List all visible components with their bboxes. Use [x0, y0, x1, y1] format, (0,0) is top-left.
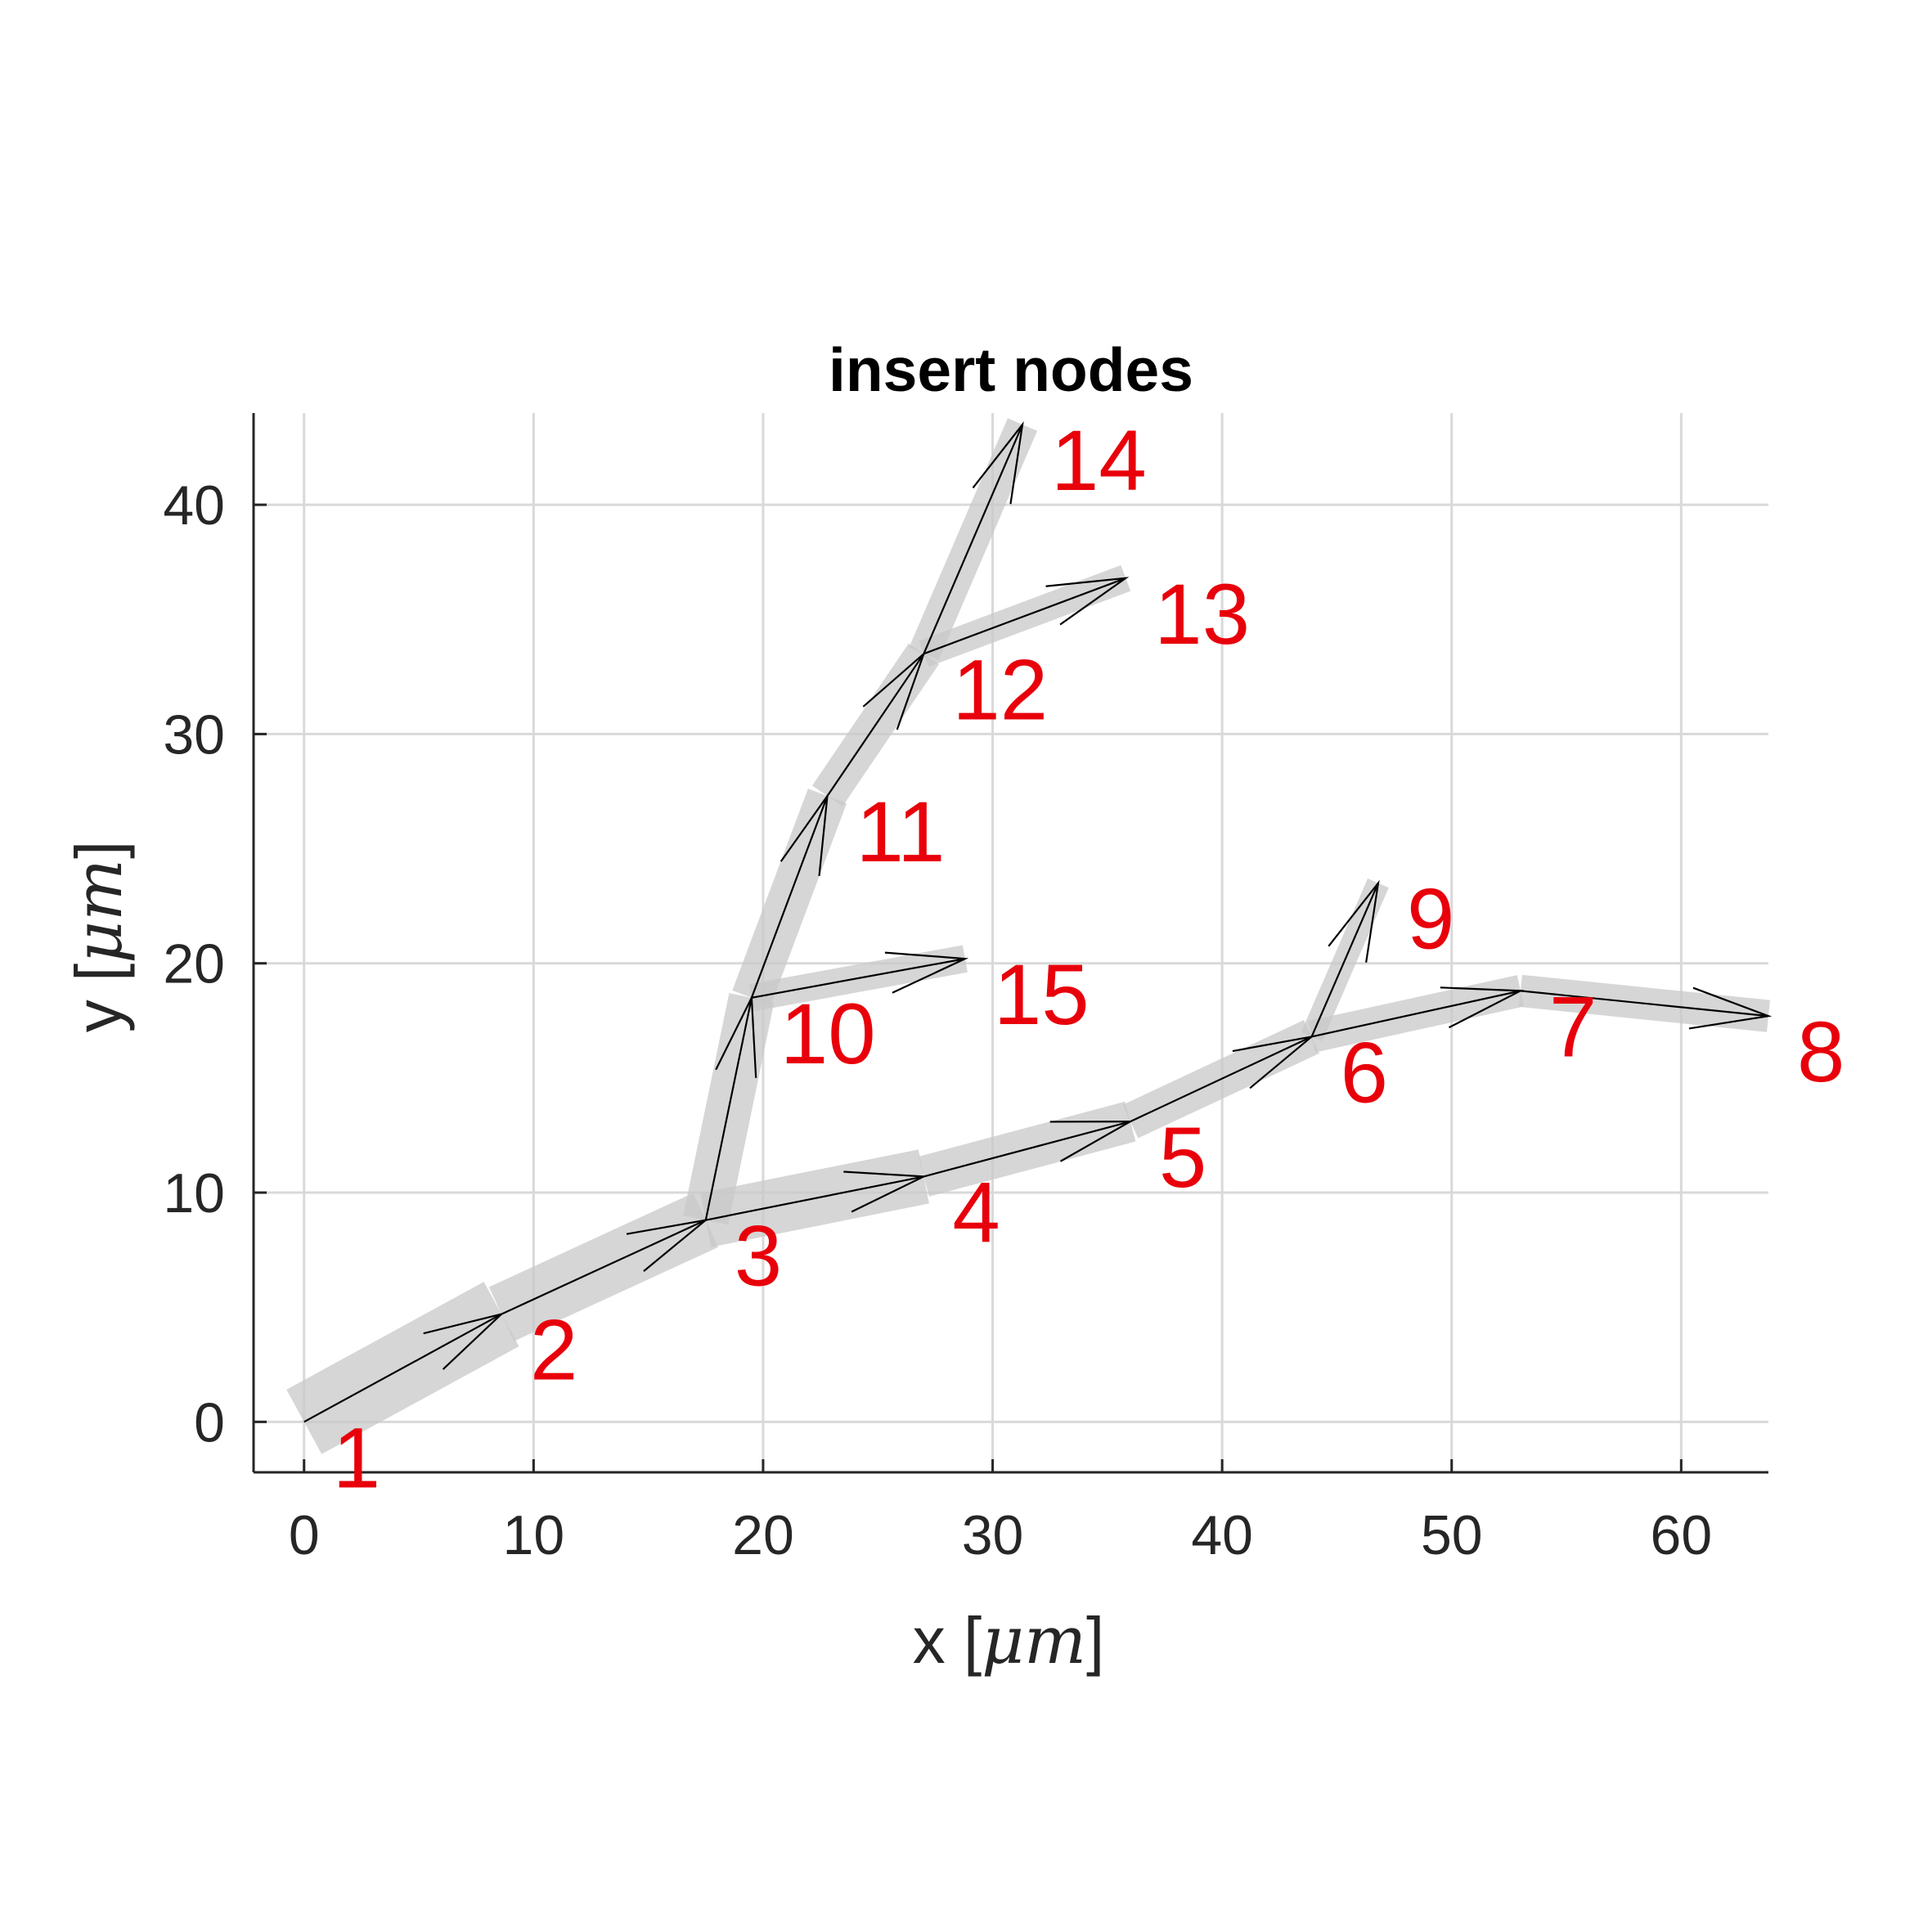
node-label-15: 15	[994, 947, 1090, 1043]
node-label-9: 9	[1407, 872, 1454, 968]
segment-arrow-head	[843, 1170, 928, 1213]
node-label-8: 8	[1797, 1004, 1844, 1100]
grid-layer	[254, 413, 1768, 1472]
y-tick-label: 30	[163, 703, 225, 766]
segment-arrow-head	[972, 421, 1024, 505]
y-tick-label: 0	[194, 1391, 225, 1453]
segment-arrows	[303, 421, 1772, 1423]
x-tick-label: 30	[962, 1504, 1024, 1566]
node-label-14: 14	[1051, 413, 1147, 509]
segment-arrow-shaft	[923, 1121, 1131, 1178]
y-tick-label: 20	[163, 933, 225, 995]
segment-arrow-shaft	[303, 1313, 502, 1423]
y-tick-label: 40	[163, 474, 225, 537]
x-tick-label: 40	[1191, 1504, 1253, 1566]
node-label-11: 11	[856, 784, 946, 880]
node-label-7: 7	[1549, 979, 1597, 1075]
axes: 0 10 20 30 40 50 60 0 10 20 30 40	[163, 413, 1768, 1566]
x-axis-label-unit: μm	[982, 1602, 1086, 1678]
segment-arrow-head	[626, 1218, 709, 1272]
x-tick-label: 60	[1651, 1504, 1713, 1566]
node-label-4: 4	[952, 1165, 1000, 1260]
chart-title: insert nodes	[829, 335, 1193, 404]
x-tick-label: 20	[732, 1504, 794, 1566]
segment-tubes	[286, 418, 1770, 1454]
segment-arrow-shaft	[826, 653, 925, 797]
segment-arrow-head	[1688, 986, 1772, 1030]
node-label-2: 2	[530, 1303, 577, 1399]
segment-arrow-shaft	[923, 424, 1024, 654]
segment-arrow-shaft	[1311, 990, 1521, 1038]
node-label-5: 5	[1159, 1110, 1206, 1206]
x-tick-label: 10	[503, 1504, 565, 1566]
segment-arrow-shaft	[705, 1175, 924, 1221]
y-axis-label: y [μm]	[61, 841, 137, 1033]
y-tick-label: 10	[163, 1162, 225, 1224]
segment-arrow-shaft	[1130, 1036, 1313, 1123]
segment-arrow-shaft	[501, 1219, 707, 1315]
x-tick-label: 50	[1421, 1504, 1483, 1566]
x-axis-label-prefix: x [	[913, 1604, 982, 1677]
segment-arrow-shaft	[1520, 990, 1769, 1018]
y-axis-label-suffix: ]	[62, 841, 135, 859]
node-label-3: 3	[735, 1209, 782, 1305]
segment-arrow-head	[1328, 879, 1380, 963]
x-tick-label: 0	[289, 1504, 320, 1566]
node-label-13: 13	[1154, 567, 1250, 663]
y-axis-label-prefix: y [	[62, 964, 135, 1032]
segment-arrow-shaft	[750, 795, 829, 999]
node-label-1: 1	[333, 1410, 380, 1506]
segment-arrow-shaft	[923, 577, 1126, 655]
segment-arrow-shaft	[1310, 883, 1379, 1037]
y-axis-label-unit: μm	[61, 859, 137, 964]
x-axis-label: x [μm]	[913, 1602, 1105, 1678]
segment-arrow-shaft	[704, 997, 753, 1220]
node-label-6: 6	[1341, 1025, 1388, 1121]
node-label-10: 10	[780, 986, 876, 1082]
x-axis-label-suffix: ]	[1086, 1604, 1104, 1677]
segment-arrow-shaft	[751, 958, 966, 999]
segment-arrow-head	[884, 951, 969, 994]
segment-arrow-head	[1045, 577, 1130, 626]
node-label-12: 12	[952, 642, 1048, 738]
